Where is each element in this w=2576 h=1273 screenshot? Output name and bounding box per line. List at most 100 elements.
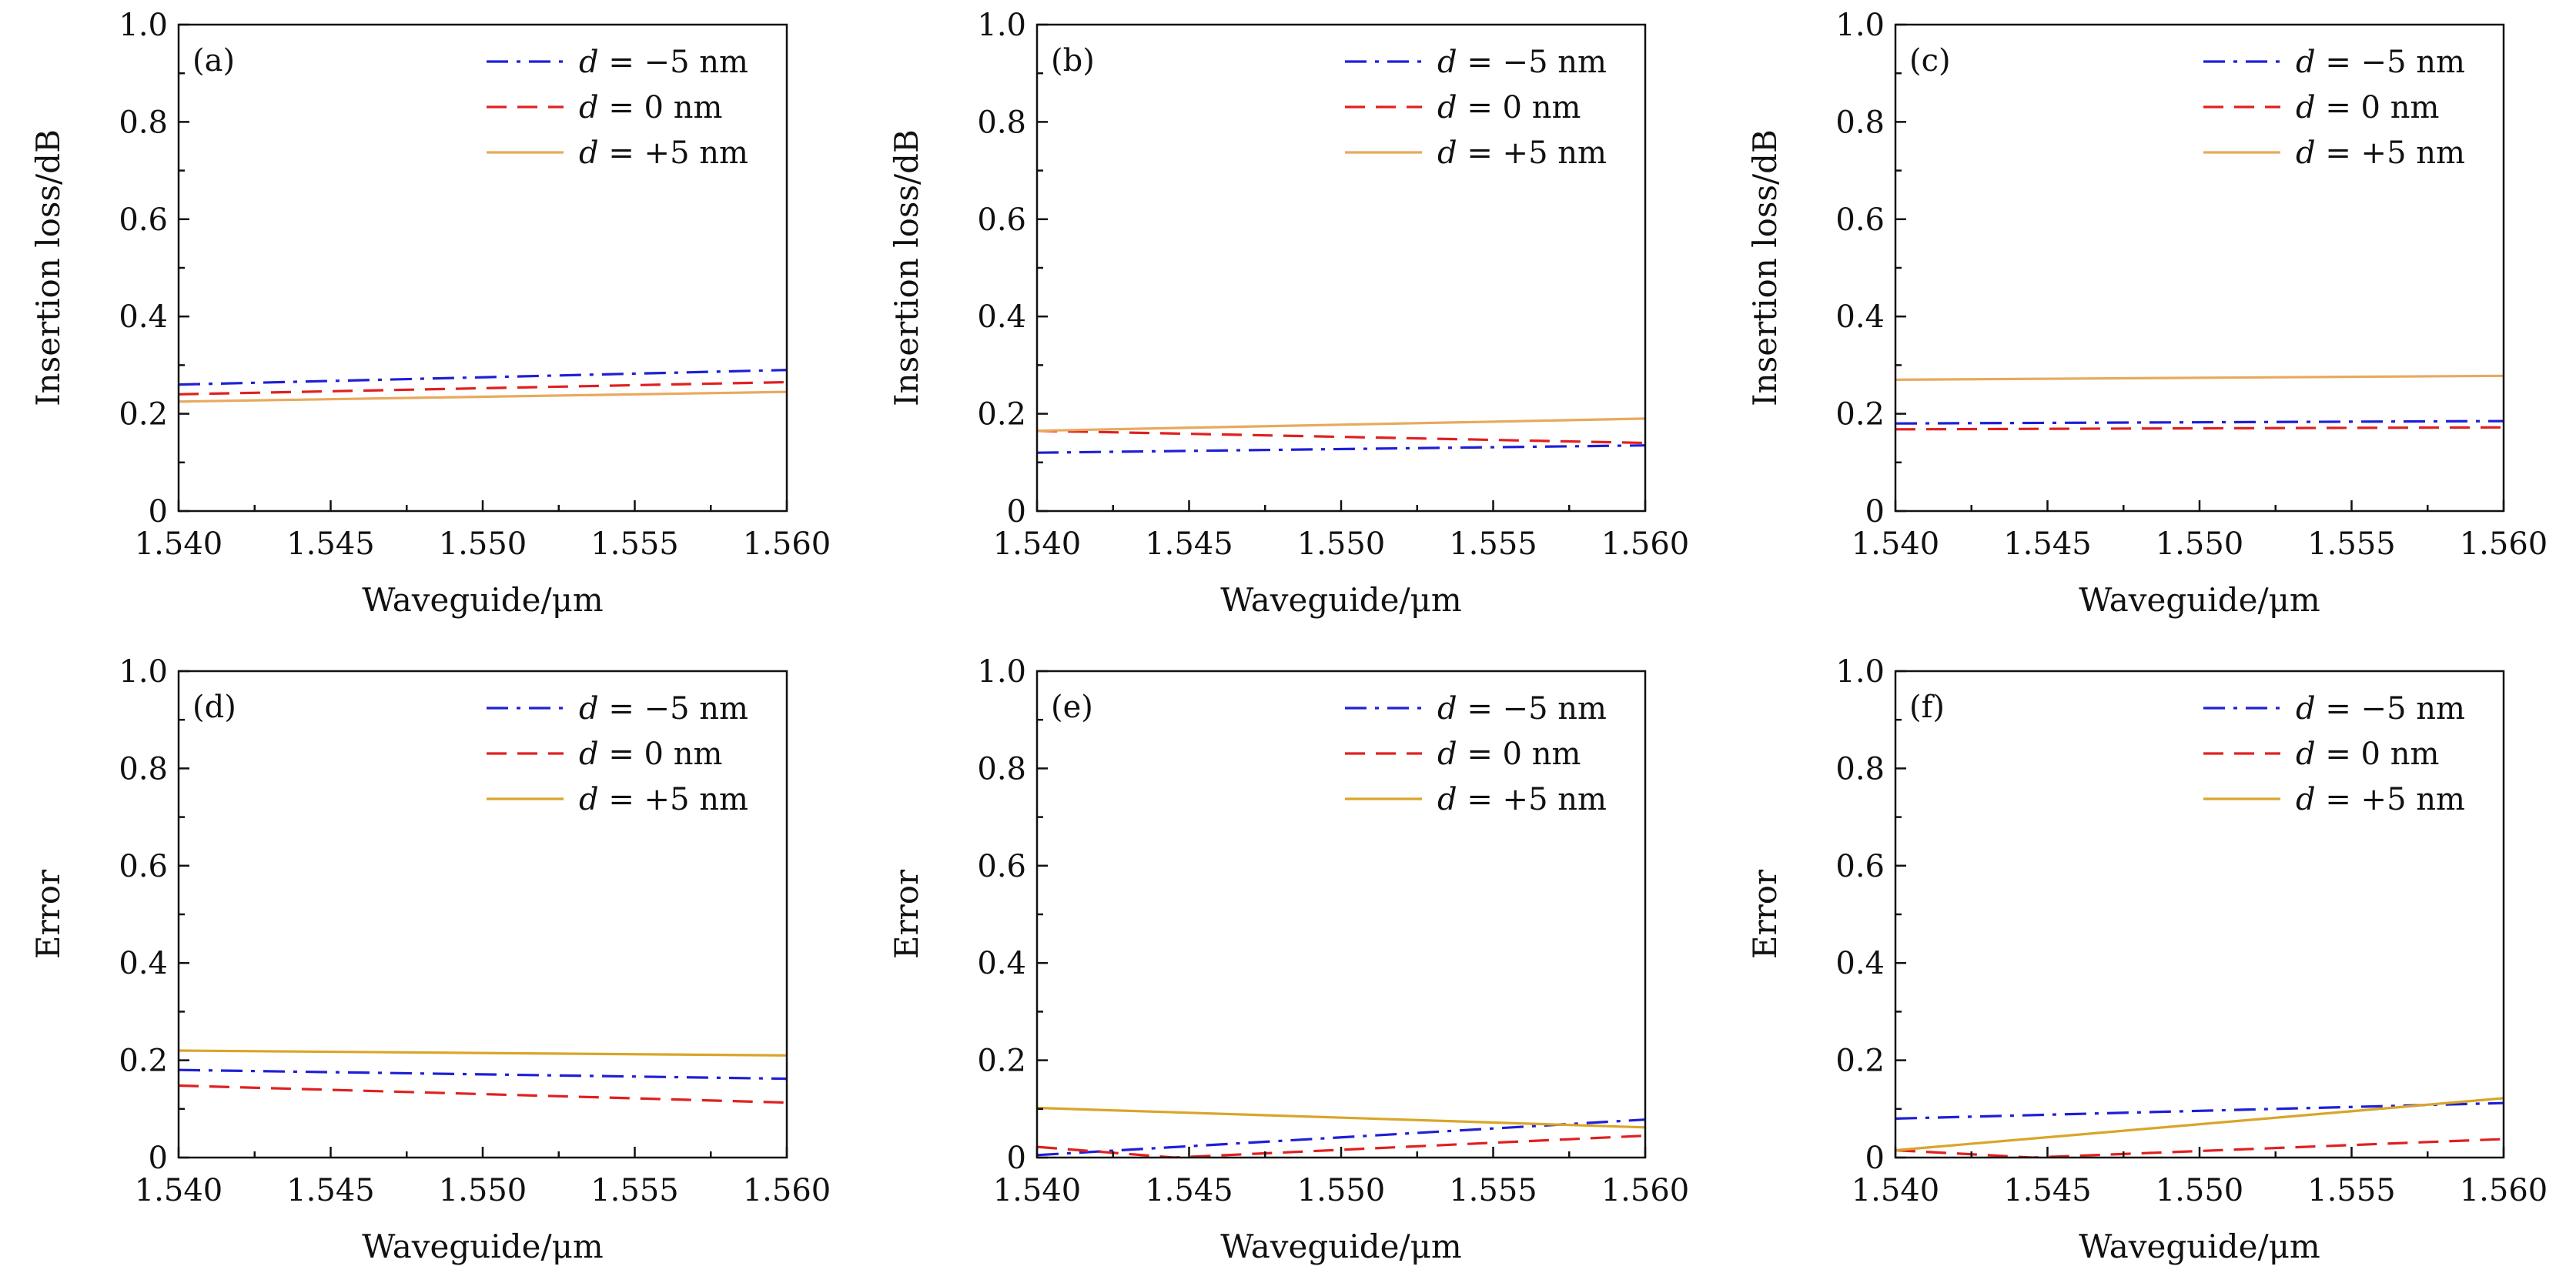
y-tick-label: 0.4 [1835, 946, 1885, 981]
series-line-plus5 [1037, 417, 1645, 433]
y-tick-label: 0.4 [1835, 299, 1885, 335]
x-tick-label: 1.555 [2307, 526, 2396, 562]
y-tick-label: 1.0 [1835, 8, 1885, 43]
x-tick-label: 1.555 [590, 1173, 679, 1208]
legend-label: d = +5 nm [1437, 782, 1607, 817]
legend: d = −5 nm d = 0 nm d = +5 nm [487, 691, 748, 817]
x-tick-label: 1.545 [286, 526, 375, 562]
x-tick-label: 1.555 [1449, 1173, 1537, 1208]
legend-label: d = 0 nm [1437, 737, 1581, 772]
y-tick-label: 0.4 [119, 946, 168, 981]
series-line-minus5 [1895, 1101, 2504, 1120]
x-tick-label: 1.540 [1852, 1173, 1940, 1208]
y-tick-label: 0.6 [977, 202, 1026, 238]
y-tick-label: 0.8 [1835, 105, 1885, 140]
x-tick-label: 1.540 [135, 1173, 223, 1208]
series-line-minus5 [179, 1068, 787, 1081]
x-tick-label: 1.560 [2460, 526, 2548, 562]
panel-label: (d) [192, 690, 236, 725]
y-tick-label: 1.0 [119, 654, 168, 690]
y-axis-label: Error [888, 869, 925, 959]
y-tick-label: 0 [1007, 1141, 1026, 1176]
series-line-minus5 [179, 369, 787, 386]
legend-label: d = −5 nm [1437, 691, 1607, 727]
y-tick-label: 0.4 [977, 299, 1026, 335]
y-tick-label: 0.8 [119, 105, 168, 140]
chart-panel-f: 0 0.2 0.4 0.6 0.8 1.0 1.540 1.545 1.550 1.555 1.56… [1746, 654, 2548, 1265]
series-line-zero [179, 380, 787, 396]
y-tick-label: 0.8 [977, 105, 1026, 140]
legend: d = −5 nm d = 0 nm d = +5 nm [2203, 45, 2465, 171]
x-tick-label: 1.550 [2156, 526, 2244, 562]
y-tick-label: 1.0 [119, 8, 168, 43]
y-axis-label: Error [1746, 869, 1784, 959]
x-tick-label: 1.555 [1449, 526, 1537, 562]
y-tick-label: 0.2 [977, 1044, 1026, 1079]
chart-panel-e: 0 0.2 0.4 0.6 0.8 1.0 1.540 1.545 1.550 1.555 1.56… [888, 654, 1689, 1265]
x-tick-label: 1.540 [993, 1173, 1082, 1208]
y-tick-label: 1.0 [1835, 654, 1885, 690]
legend-label: d = 0 nm [2296, 90, 2439, 125]
x-tick-label: 1.540 [1852, 526, 1940, 562]
y-tick-label: 0.2 [119, 1044, 168, 1079]
legend-label: d = −5 nm [2296, 45, 2465, 80]
legend-label: d = +5 nm [1437, 135, 1607, 171]
x-tick-label: 1.550 [2156, 1173, 2244, 1208]
series-line-zero [1895, 426, 2504, 431]
y-tick-label: 0.8 [977, 751, 1026, 787]
legend: d = −5 nm d = 0 nm d = +5 nm [487, 45, 748, 171]
legend-label: d = −5 nm [2296, 691, 2465, 727]
y-axis-label: Error [29, 869, 67, 959]
panel-label: (c) [1909, 43, 1951, 79]
y-tick-label: 0.2 [119, 397, 168, 433]
x-tick-label: 1.555 [590, 526, 679, 562]
x-tick-label: 1.560 [743, 526, 831, 562]
chart-panel-a: 0 0.2 0.4 0.6 0.8 1.0 1.540 1.545 1.550 1.555 1.56… [29, 8, 831, 619]
legend-label: d = −5 nm [1437, 45, 1607, 80]
legend: d = −5 nm d = 0 nm d = +5 nm [1345, 45, 1607, 171]
y-tick-label: 0 [149, 494, 168, 530]
x-axis-label: Waveguide/μm [1220, 581, 1462, 619]
y-tick-label: 0 [1865, 494, 1885, 530]
x-tick-label: 1.545 [1145, 526, 1233, 562]
x-tick-label: 1.540 [993, 526, 1082, 562]
series-line-plus5 [1895, 374, 2504, 381]
x-tick-label: 1.555 [2307, 1173, 2396, 1208]
series-line-zero [1037, 1134, 1645, 1158]
y-tick-label: 0.6 [119, 202, 168, 238]
series-line-plus5 [1037, 1106, 1645, 1129]
x-tick-label: 1.560 [1601, 526, 1690, 562]
legend-label: d = +5 nm [579, 135, 748, 171]
x-tick-label: 1.560 [1601, 1173, 1690, 1208]
legend-label: d = +5 nm [2296, 782, 2465, 817]
y-tick-label: 0.6 [1835, 202, 1885, 238]
y-axis-label: Insertion loss/dB [29, 129, 67, 406]
x-axis-label: Waveguide/μm [362, 581, 604, 619]
series-line-zero [1037, 429, 1645, 445]
y-tick-label: 0 [1865, 1141, 1885, 1176]
legend-label: d = 0 nm [2296, 737, 2439, 772]
series-line-plus5 [1895, 1097, 2504, 1152]
series-line-zero [1895, 1138, 2504, 1158]
y-tick-label: 0.8 [1835, 751, 1885, 787]
series-line-minus5 [1895, 419, 2504, 425]
y-tick-label: 0.4 [977, 946, 1026, 981]
y-tick-label: 0.2 [1835, 1044, 1885, 1079]
x-axis-label: Waveguide/μm [2079, 581, 2320, 619]
y-tick-label: 0 [1007, 494, 1026, 530]
panel-label: (b) [1051, 43, 1095, 79]
series-line-minus5 [1037, 1118, 1645, 1157]
legend-label: d = −5 nm [579, 45, 748, 80]
y-tick-label: 0.2 [977, 397, 1026, 433]
y-tick-label: 1.0 [977, 654, 1026, 690]
chart-panel-b: 0 0.2 0.4 0.6 0.8 1.0 1.540 1.545 1.550 1.555 1.56… [888, 8, 1689, 619]
y-axis-label: Insertion loss/dB [888, 129, 925, 406]
y-tick-label: 0.2 [1835, 397, 1885, 433]
x-axis-label: Waveguide/μm [1220, 1228, 1462, 1265]
y-tick-label: 0.6 [1835, 849, 1885, 884]
legend-label: d = 0 nm [579, 90, 722, 125]
legend-label: d = 0 nm [579, 737, 722, 772]
x-tick-label: 1.560 [2460, 1173, 2548, 1208]
legend: d = −5 nm d = 0 nm d = +5 nm [2203, 691, 2465, 817]
